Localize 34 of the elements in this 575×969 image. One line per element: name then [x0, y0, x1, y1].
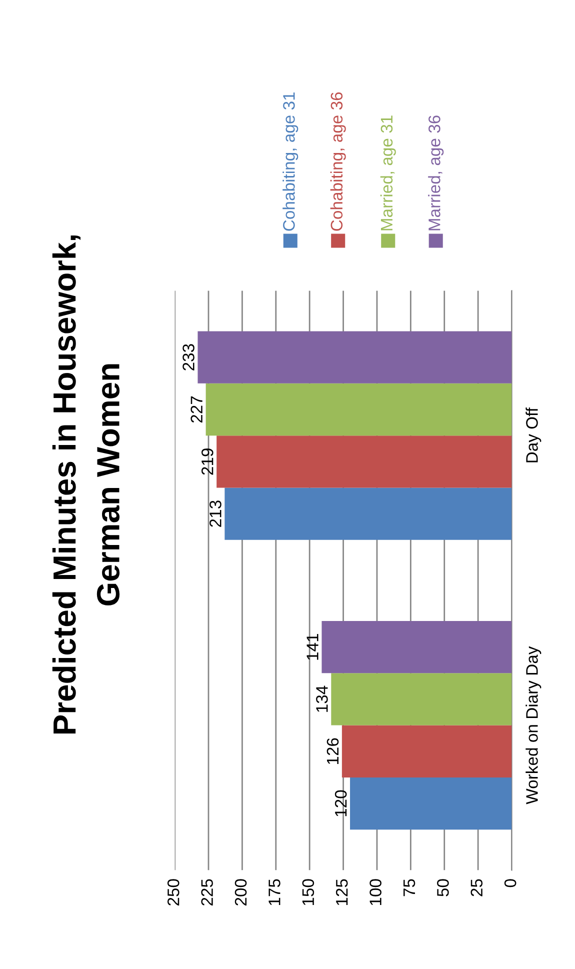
data-label: 213: [210, 500, 222, 527]
text: Married, age 36: [428, 116, 444, 230]
text: Cohabiting, age 36: [330, 92, 346, 231]
bar: [350, 777, 512, 830]
bar: [216, 436, 512, 488]
data-label: 219: [201, 448, 214, 475]
data-label: 141: [306, 634, 318, 660]
y-tick-label: Worked on Diary Day: [526, 646, 542, 804]
data-label: 120: [334, 790, 347, 816]
bar: [206, 383, 512, 436]
x-tick-label: 100: [370, 879, 382, 906]
data-label: 227: [190, 396, 202, 423]
bar: [224, 488, 512, 540]
data-label: 134: [316, 686, 328, 712]
x-tick-label: 50: [437, 879, 449, 896]
bar: [198, 331, 512, 384]
y-tick-label: Day Off: [526, 407, 542, 462]
text: Cohabiting, age 31: [282, 92, 298, 231]
bar: [322, 620, 512, 674]
bar: [331, 673, 512, 726]
text: Predicted Minutes in Housework, German Women: [52, 235, 120, 734]
x-tick-label: 75: [404, 879, 416, 896]
x-tick-label: 0: [504, 879, 516, 888]
x-tick-label: 125: [336, 879, 348, 906]
x-tick-label: 150: [302, 879, 314, 906]
data-label: 126: [326, 738, 339, 764]
x-tick-label: 250: [167, 879, 180, 906]
x-tick-label: 175: [268, 879, 280, 906]
data-label: 233: [182, 344, 194, 370]
x-tick-label: 25: [470, 879, 483, 896]
text: Married, age 31: [380, 116, 396, 230]
bar: [342, 725, 512, 778]
x-tick-label: 225: [201, 879, 213, 906]
x-tick-label: 200: [234, 879, 247, 906]
